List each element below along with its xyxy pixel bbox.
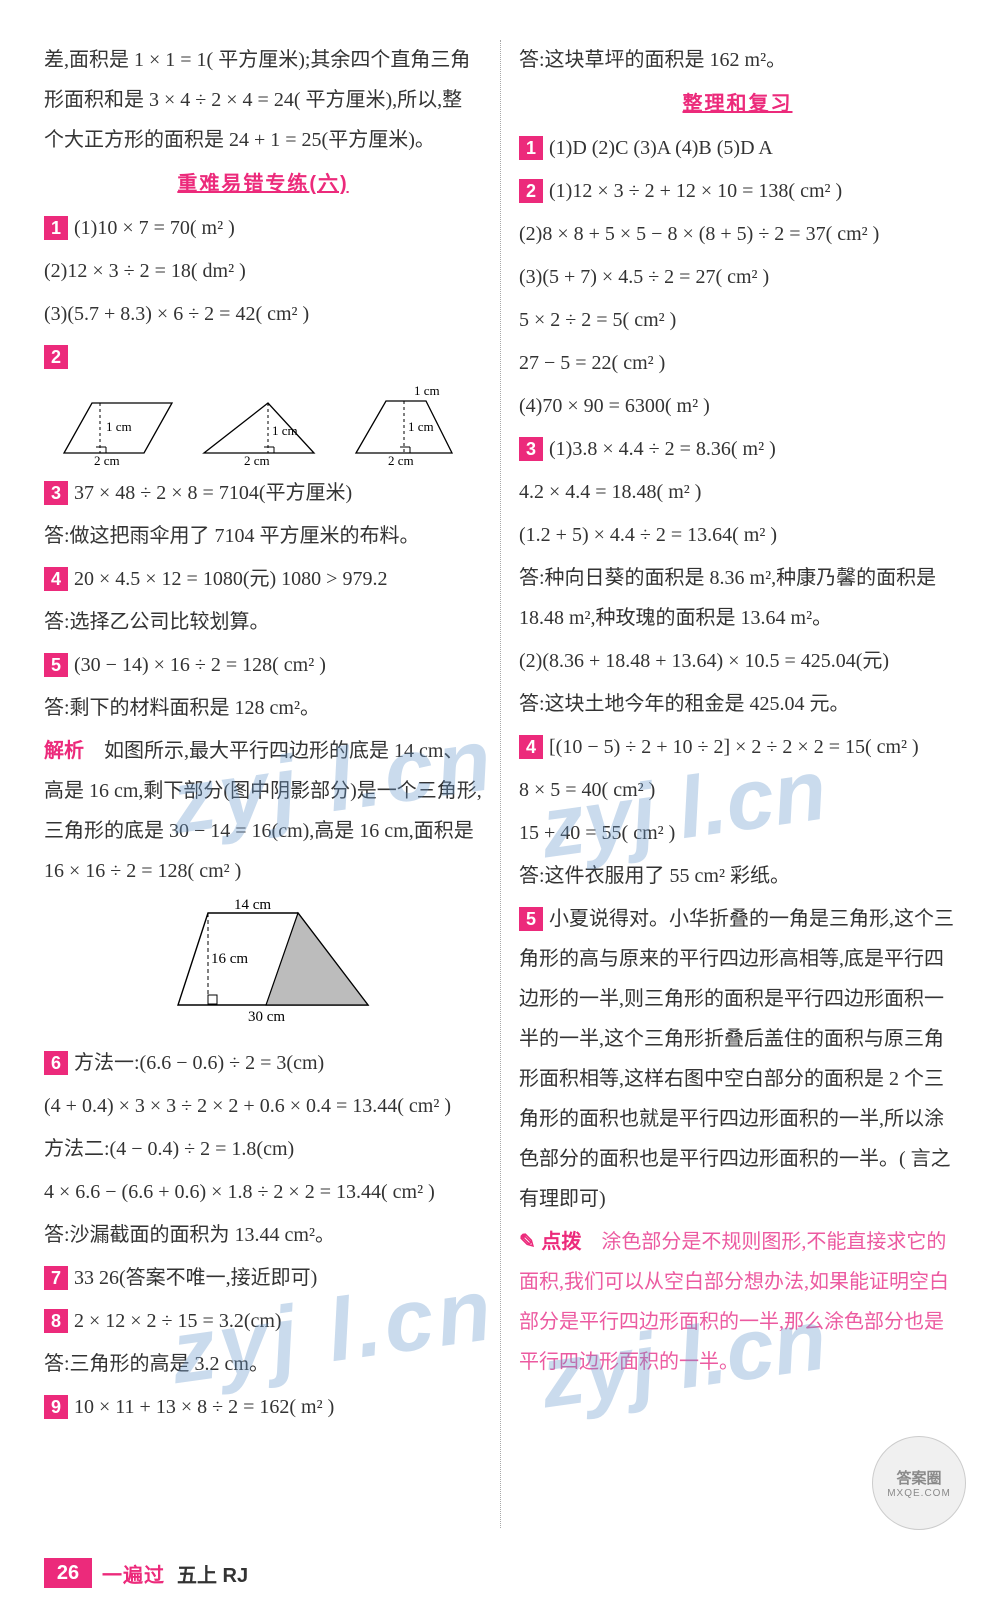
q3-ans: 答:做这把雨伞用了 7104 平方厘米的布料。: [44, 516, 482, 556]
r-q3d: (2)(8.36 + 18.48 + 13.64) × 10.5 = 425.0…: [519, 641, 956, 681]
numbox-r1: 1: [519, 136, 543, 160]
numbox-6: 6: [44, 1051, 68, 1075]
numbox-9: 9: [44, 1395, 68, 1419]
tip-icon: ✎: [519, 1231, 541, 1253]
r-q3c: (1.2 + 5) × 4.4 ÷ 2 = 13.64( m² ): [519, 515, 956, 555]
svg-text:16 cm: 16 cm: [211, 951, 248, 967]
r-q3ans1: 答:种向日葵的面积是 8.36 m²,种康乃馨的面积是 18.48 m²,种玫瑰…: [519, 558, 956, 638]
figure-trapezoid-shaded: 14 cm 16 cm 30 cm: [44, 895, 482, 1039]
tip-label: 点拨: [541, 1231, 581, 1253]
numbox-2: 2: [44, 345, 68, 369]
q1c: (3)(5.7 + 8.3) × 6 ÷ 2 = 42( cm² ): [44, 294, 482, 334]
r-q4a: 4[(10 − 5) ÷ 2 + 10 ÷ 2] × 2 ÷ 2 × 2 = 1…: [519, 727, 956, 767]
r-q2e: 27 − 5 = 22( cm² ): [519, 343, 956, 383]
analysis-label: 解析: [44, 740, 84, 762]
r-q4b: 8 × 5 = 40( cm² ): [519, 770, 956, 810]
numbox-3: 3: [44, 481, 68, 505]
q8: 82 × 12 × 2 ÷ 15 = 3.2(cm): [44, 1301, 482, 1341]
r-q2a: 2(1)12 × 3 ÷ 2 + 12 × 10 = 138( cm² ): [519, 171, 956, 211]
r-q2f: (4)70 × 90 = 6300( m² ): [519, 386, 956, 426]
site-badge: 答案圈 MXQE.COM: [872, 1436, 966, 1530]
left-section-title: 重难易错专练(六): [44, 164, 482, 204]
triangle-icon: 1 cm 2 cm: [194, 393, 324, 467]
q6b: (4 + 0.4) × 3 × 3 ÷ 2 × 2 + 0.6 × 0.4 = …: [44, 1086, 482, 1126]
r-q3b: 4.2 × 4.4 = 18.48( m² ): [519, 472, 956, 512]
r-q3a: 3(1)3.8 × 4.4 ÷ 2 = 8.36( m² ): [519, 429, 956, 469]
q7: 733 26(答案不唯一,接近即可): [44, 1258, 482, 1298]
left-column: 差,面积是 1 × 1 = 1( 平方厘米);其余四个直角三角形面积和是 3 ×…: [44, 40, 500, 1528]
page-number: 26: [44, 1558, 92, 1588]
r-q1: 1(1)D (2)C (3)A (4)B (5)D A: [519, 128, 956, 168]
fig-label: 2 cm: [244, 453, 270, 467]
r-q5: 5小夏说得对。小华折叠的一角是三角形,这个三角形的高与原来的平行四边形高相等,底…: [519, 899, 956, 1219]
fig-label: 1 cm: [414, 383, 440, 398]
q5: 5(30 − 14) × 16 ÷ 2 = 128( cm² ): [44, 645, 482, 685]
q6d: 4 × 6.6 − (6.6 + 0.6) × 1.8 ÷ 2 × 2 = 13…: [44, 1172, 482, 1212]
numbox-4: 4: [44, 567, 68, 591]
r-q2b: (2)8 × 8 + 5 × 5 − 8 × (8 + 5) ÷ 2 = 37(…: [519, 214, 956, 254]
q6: 6方法一:(6.6 − 0.6) ÷ 2 = 3(cm): [44, 1043, 482, 1083]
fig-label: 1 cm: [272, 423, 298, 438]
q5-ans: 答:剩下的材料面积是 128 cm²。: [44, 688, 482, 728]
trapezoid-icon: 1 cm 1 cm 2 cm: [344, 383, 464, 467]
edition: 五上 RJ: [177, 1559, 248, 1588]
left-intro: 差,面积是 1 × 1 = 1( 平方厘米);其余四个直角三角形面积和是 3 ×…: [44, 40, 482, 160]
r-q4c: 15 + 40 = 55( cm² ): [519, 813, 956, 853]
numbox-r2: 2: [519, 179, 543, 203]
series-name: 一遍过: [102, 1559, 165, 1588]
q3: 337 × 48 ÷ 2 × 8 = 7104(平方厘米): [44, 473, 482, 513]
q6c: 方法二:(4 − 0.4) ÷ 2 = 1.8(cm): [44, 1129, 482, 1169]
numbox-r3: 3: [519, 437, 543, 461]
r-q2c: (3)(5 + 7) × 4.5 ÷ 2 = 27( cm² ): [519, 257, 956, 297]
figure-row-shapes: 1 cm 2 cm 1 cm 2 cm 1 cm 1 cm 2 cm: [44, 383, 482, 467]
q9: 910 × 11 + 13 × 8 ÷ 2 = 162( m² ): [44, 1387, 482, 1427]
numbox-7: 7: [44, 1266, 68, 1290]
badge-url: MXQE.COM: [887, 1488, 951, 1499]
q4-ans: 答:选择乙公司比较划算。: [44, 602, 482, 642]
fig-label: 1 cm: [106, 419, 132, 434]
page-footer: 26 一遍过 五上 RJ: [0, 1546, 1000, 1600]
r-q2d: 5 × 2 ÷ 2 = 5( cm² ): [519, 300, 956, 340]
q1: 1 (1)10 × 7 = 70( m² ): [44, 208, 482, 248]
q2: 2: [44, 337, 482, 377]
q1a: (1)10 × 7 = 70( m² ): [74, 217, 235, 239]
svg-text:30 cm: 30 cm: [248, 1009, 285, 1025]
numbox-8: 8: [44, 1309, 68, 1333]
badge-title: 答案圈: [896, 1467, 941, 1488]
right-section-title: 整理和复习: [519, 84, 956, 124]
numbox-r5: 5: [519, 907, 543, 931]
fig-label: 1 cm: [408, 419, 434, 434]
numbox-r4: 4: [519, 735, 543, 759]
fig-label: 2 cm: [94, 453, 120, 467]
numbox-1: 1: [44, 216, 68, 240]
r-top: 答:这块草坪的面积是 162 m²。: [519, 40, 956, 80]
q1b: (2)12 × 3 ÷ 2 = 18( dm² ): [44, 251, 482, 291]
r-q3ans2: 答:这块土地今年的租金是 425.04 元。: [519, 684, 956, 724]
q6-ans: 答:沙漏截面的面积为 13.44 cm²。: [44, 1215, 482, 1255]
q8-ans: 答:三角形的高是 3.2 cm。: [44, 1344, 482, 1384]
parallelogram-icon: 1 cm 2 cm: [44, 393, 174, 467]
r-q4ans: 答:这件衣服用了 55 cm² 彩纸。: [519, 856, 956, 896]
r-tip: ✎ 点拨 涂色部分是不规则图形,不能直接求它的面积,我们可以从空白部分想办法,如…: [519, 1222, 956, 1382]
analysis: 解析 如图所示,最大平行四边形的底是 14 cm、高是 16 cm,剩下部分(图…: [44, 731, 482, 891]
fig-label: 2 cm: [388, 453, 414, 467]
svg-text:14 cm: 14 cm: [234, 897, 271, 913]
q4: 420 × 4.5 × 12 = 1080(元) 1080 > 979.2: [44, 559, 482, 599]
right-column: 答:这块草坪的面积是 162 m²。 整理和复习 1(1)D (2)C (3)A…: [500, 40, 956, 1528]
numbox-5: 5: [44, 653, 68, 677]
